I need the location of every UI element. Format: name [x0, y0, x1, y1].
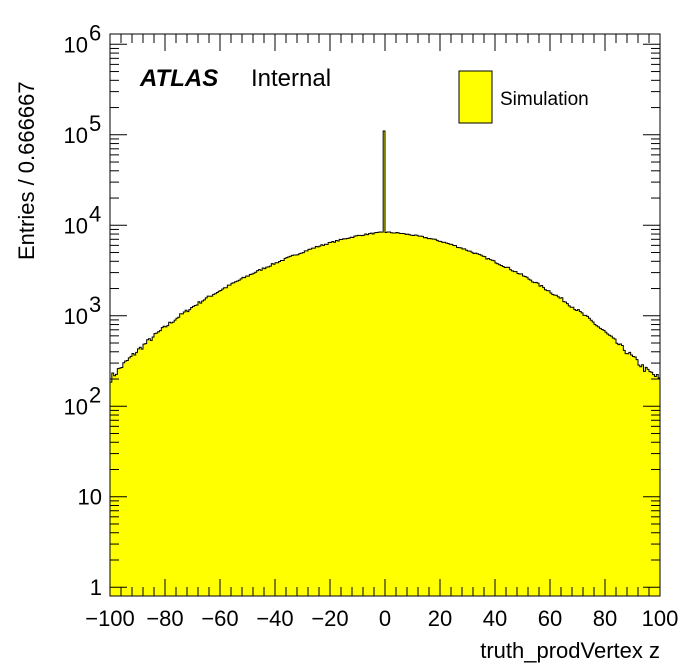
x-tick-label: 60 [538, 606, 562, 631]
internal-label: Internal [251, 65, 331, 92]
y-tick-exponent: 5 [89, 111, 101, 136]
x-tick-label: 80 [593, 606, 617, 631]
y-tick-label: 10 [64, 213, 88, 238]
y-tick-exponent: 6 [89, 20, 101, 45]
histogram-bars [109, 130, 661, 597]
y-tick-label: 10 [78, 485, 102, 510]
x-tick-label: −60 [201, 606, 238, 631]
x-tick-label: 100 [642, 606, 679, 631]
y-tick-label: 10 [64, 394, 88, 419]
x-tick-label: −40 [256, 606, 293, 631]
y-tick-label: 1 [90, 575, 102, 600]
y-tick-label: 10 [64, 304, 88, 329]
y-tick-exponent: 4 [89, 201, 101, 226]
x-tick-label: 0 [379, 606, 391, 631]
legend-swatch [458, 70, 493, 124]
atlas-label: ATLAS [139, 65, 218, 92]
y-tick-exponent: 2 [89, 382, 101, 407]
x-tick-label: −100 [85, 606, 135, 631]
legend-label: Simulation [500, 89, 589, 110]
x-axis-title: truth_prodVertex z [480, 638, 660, 663]
y-axis-title: Entries / 0.666667 [14, 81, 39, 260]
y-tick-label: 10 [64, 123, 88, 148]
y-tick-label: 10 [64, 32, 88, 57]
x-tick-label: 20 [428, 606, 452, 631]
histogram-fill [109, 130, 661, 597]
x-tick-label: 40 [483, 606, 507, 631]
x-tick-label: −80 [146, 606, 183, 631]
axis-ticks [109, 34, 661, 596]
y-tick-exponent: 3 [89, 292, 101, 317]
x-tick-label: −20 [311, 606, 348, 631]
